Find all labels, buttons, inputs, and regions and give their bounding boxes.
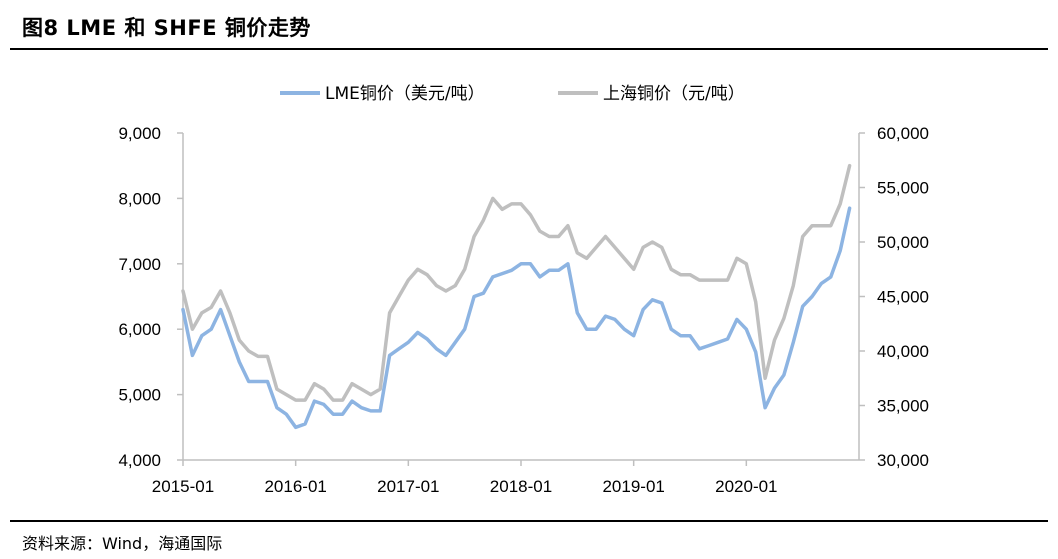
x-tick-label: 2018-01 xyxy=(490,477,552,496)
y-left-tick-label: 9,000 xyxy=(118,124,161,143)
y-left-tick-label: 4,000 xyxy=(118,451,161,470)
y-left-tick-label: 6,000 xyxy=(118,320,161,339)
legend: LME铜价（美元/吨） 上海铜价（元/吨） xyxy=(280,84,745,104)
y-left-tick-label: 8,000 xyxy=(118,189,161,208)
x-tick-label: 2015-01 xyxy=(152,477,214,496)
source-note: 资料来源：Wind，海通国际 xyxy=(22,534,223,553)
y-left-tick-label: 7,000 xyxy=(118,255,161,274)
copper-price-chart: LME铜价（美元/吨） 上海铜价（元/吨） 4,000 5,000 6,000 7,0… xyxy=(118,84,929,496)
x-tick-label: 2019-01 xyxy=(602,477,664,496)
y-right-tick-label: 60,000 xyxy=(877,124,929,143)
axes: 4,000 5,000 6,000 7,000 8,000 9,000 30,000 35,0… xyxy=(118,124,929,496)
x-tick-label: 2016-01 xyxy=(264,477,326,496)
legend-label-shfe: 上海铜价（元/吨） xyxy=(603,84,745,104)
y-right-tick-label: 30,000 xyxy=(877,451,929,470)
series-line-lme xyxy=(181,206,852,430)
x-tick-label: 2017-01 xyxy=(377,477,439,496)
source-rule xyxy=(10,520,1048,522)
title-rule xyxy=(10,48,1048,50)
figure-title: 图8 LME 和 SHFE 铜价走势 xyxy=(22,16,311,40)
plot-area xyxy=(181,163,852,430)
y-left-tick-label: 5,000 xyxy=(118,386,161,405)
series-line-shfe xyxy=(181,163,852,402)
x-tick-label: 2020-01 xyxy=(715,477,777,496)
y-right-tick-label: 50,000 xyxy=(877,233,929,252)
y-right-tick-label: 55,000 xyxy=(877,179,929,198)
y-right-tick-label: 45,000 xyxy=(877,288,929,307)
legend-label-lme: LME铜价（美元/吨） xyxy=(325,84,485,104)
y-right-tick-label: 40,000 xyxy=(877,342,929,361)
y-right-tick-label: 35,000 xyxy=(877,397,929,416)
